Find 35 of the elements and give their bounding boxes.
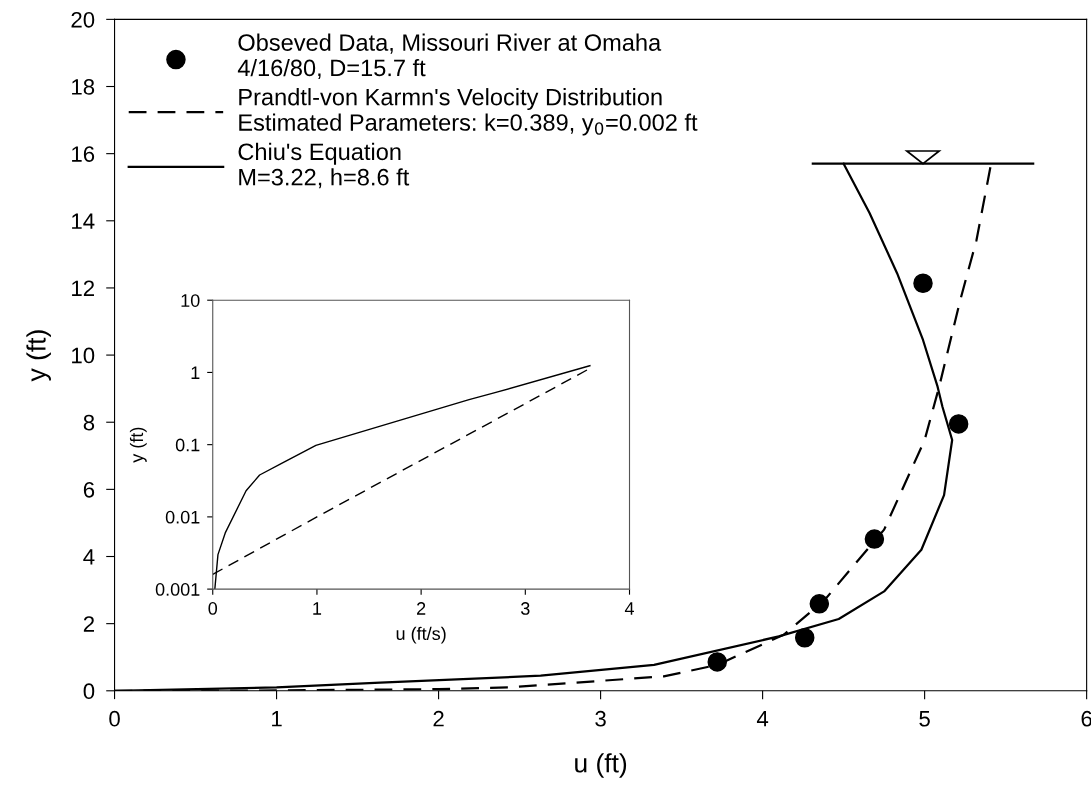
y-tick-label: 10 [181, 294, 200, 307]
y-tick-label: 6 [83, 481, 95, 498]
x-tick-label: 6 [1081, 710, 1091, 727]
x-tick-label: 2 [433, 710, 444, 727]
y-tick-label: 20 [71, 11, 95, 28]
x-tick-label: 4 [624, 602, 634, 615]
y-tick-label: 10 [72, 347, 95, 364]
y-tick-label: 14 [72, 213, 95, 229]
y-tick-label: 16 [72, 146, 95, 162]
x-axis-title: u (ft) [575, 753, 627, 778]
y-tick-label: 18 [72, 79, 95, 95]
y-axis-title: y (ft) [26, 330, 51, 382]
x-tick-label: 3 [520, 602, 530, 615]
y-tick-label: 1 [191, 366, 200, 379]
y-tick-label: 0.1 [175, 438, 200, 452]
y-tick-label: 8 [83, 414, 95, 431]
x-tick-label: 0 [208, 602, 218, 615]
y-tick-label: 0.01 [165, 510, 200, 524]
x-tick-label: 4 [756, 711, 769, 727]
y-axis-title: y (ft) [129, 427, 147, 463]
x-tick-label: 5 [919, 711, 930, 727]
y-tick-label: 4 [83, 549, 95, 565]
legend-label: Prandtl-von Karmn's Velocity Distribution Estimated Parameters: k=0.389, y$_{0}$=0.002 ft [239, 88, 698, 136]
legend-label: Chiu's Equation M=3.22, h=8.6 ft [238, 142, 410, 189]
y-tick-label: 2 [83, 616, 94, 632]
legend-label: Obseved Data, Missouri River at Omaha 4/16/80, D=15.7 ft [237, 33, 662, 80]
y-tick-label: 0.001 [155, 583, 200, 596]
y-tick-label: 0 [83, 683, 95, 700]
y-tick-label: 12 [72, 280, 94, 296]
x-tick-label: 2 [417, 602, 426, 615]
x-axis-title: u (ft/s) [396, 626, 446, 644]
x-tick-label: 1 [272, 711, 282, 727]
x-tick-label: 1 [313, 602, 322, 615]
x-tick-label: 0 [109, 710, 120, 727]
x-tick-label: 3 [595, 710, 606, 727]
